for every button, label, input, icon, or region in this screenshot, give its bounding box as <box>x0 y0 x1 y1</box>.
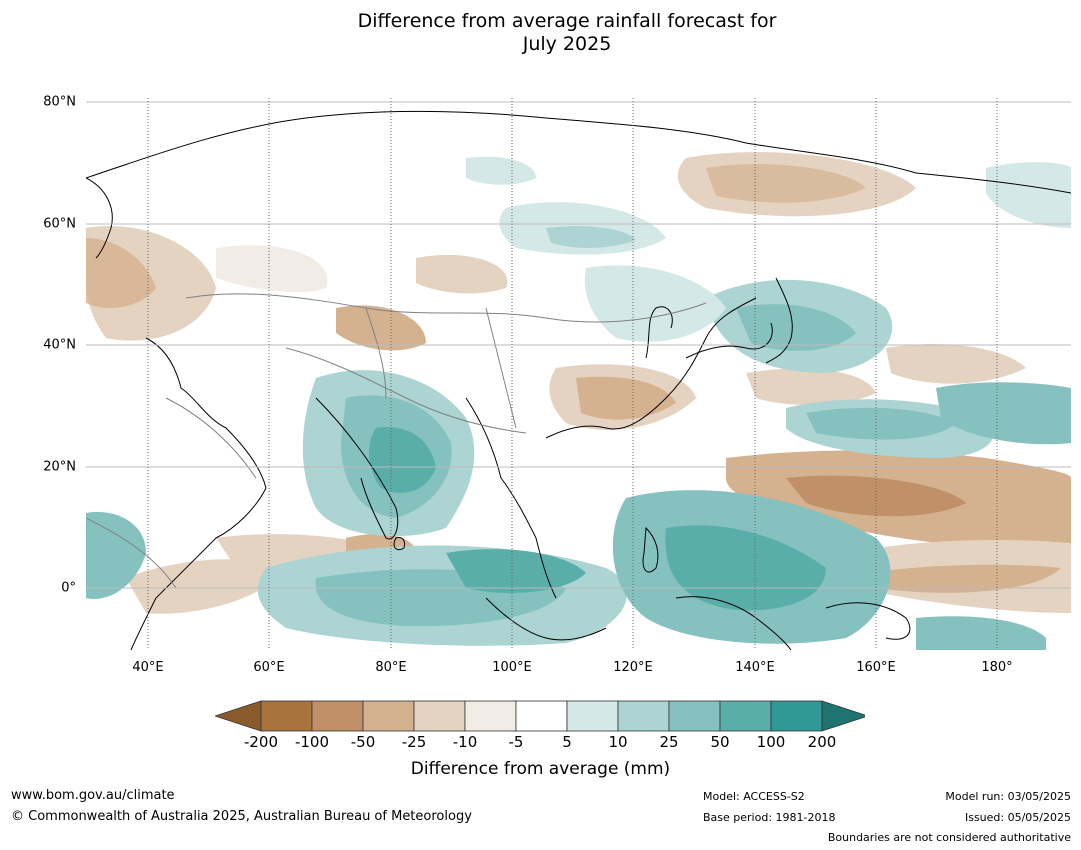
colorbar-tick-label: 5 <box>562 733 572 751</box>
footer-base-period: Base period: 1981-2018 <box>703 811 836 824</box>
colorbar-tick-label: 200 <box>807 733 837 751</box>
lon-label-60e: 60°E <box>253 660 285 675</box>
lat-label-80n: 80°N <box>43 94 76 110</box>
map-title-line2: July 2025 <box>522 33 612 55</box>
colorbar <box>215 700 865 732</box>
colorbar-segment <box>566 700 619 732</box>
colorbar-extend-low <box>215 700 262 732</box>
graticule <box>86 98 1071 650</box>
lat-label-0: 0° <box>61 580 76 596</box>
lon-label-160e: 160°E <box>856 660 896 675</box>
lon-label-100e: 100°E <box>492 660 532 675</box>
drier-regions <box>86 152 1071 614</box>
colorbar-segment <box>311 700 364 732</box>
lat-label-60n: 60°N <box>43 216 76 232</box>
map-title-line1: Difference from average rainfall forecas… <box>357 10 777 32</box>
wetter-regions <box>86 156 1071 650</box>
country-borders <box>86 293 707 589</box>
colorbar-segment <box>719 700 772 732</box>
map-title: Difference from average rainfall forecas… <box>0 10 1081 56</box>
colorbar-segment <box>362 700 415 732</box>
colorbar-extend-high <box>821 700 865 732</box>
colorbar-tick-label: 100 <box>756 733 786 751</box>
lon-label-140e: 140°E <box>735 660 775 675</box>
colorbar-tick-label: -50 <box>350 733 376 751</box>
colorbar-tick-label: 50 <box>710 733 730 751</box>
lon-label-40e: 40°E <box>132 660 164 675</box>
lon-label-120e: 120°E <box>613 660 653 675</box>
lat-label-40n: 40°N <box>43 337 76 353</box>
footer-url: www.bom.gov.au/climate <box>11 788 175 803</box>
coastlines <box>86 110 1071 650</box>
footer-boundaries: Boundaries are not considered authoritat… <box>827 831 1071 844</box>
footer-model: Model: ACCESS-S2 <box>703 790 805 803</box>
lon-label-80e: 80°E <box>375 660 407 675</box>
rainfall-anomaly-map <box>86 98 1071 650</box>
colorbar-tick-label: -200 <box>243 733 279 751</box>
colorbar-segment <box>617 700 670 732</box>
colorbar-title: Difference from average (mm) <box>410 759 671 779</box>
footer-issued: Issued: 05/05/2025 <box>964 811 1071 824</box>
colorbar-tick-label: -5 <box>508 733 524 751</box>
colorbar-tick-label: -25 <box>401 733 427 751</box>
colorbar-tick-label: -10 <box>452 733 478 751</box>
colorbar-segment <box>413 700 466 732</box>
colorbar-tick-label: 10 <box>608 733 628 751</box>
colorbar-segment <box>668 700 721 732</box>
colorbar-segment <box>515 700 568 732</box>
colorbar-tick-label: -100 <box>294 733 330 751</box>
footer-model-run: Model run: 03/05/2025 <box>945 790 1071 803</box>
colorbar-segment <box>464 700 517 732</box>
lat-label-20n: 20°N <box>43 459 76 475</box>
lon-label-180: 180° <box>981 660 1013 675</box>
colorbar-tick-label: 25 <box>659 733 679 751</box>
colorbar-segment <box>260 700 313 732</box>
footer-copyright: © Commonwealth of Australia 2025, Austra… <box>11 809 472 824</box>
colorbar-segment <box>770 700 823 732</box>
